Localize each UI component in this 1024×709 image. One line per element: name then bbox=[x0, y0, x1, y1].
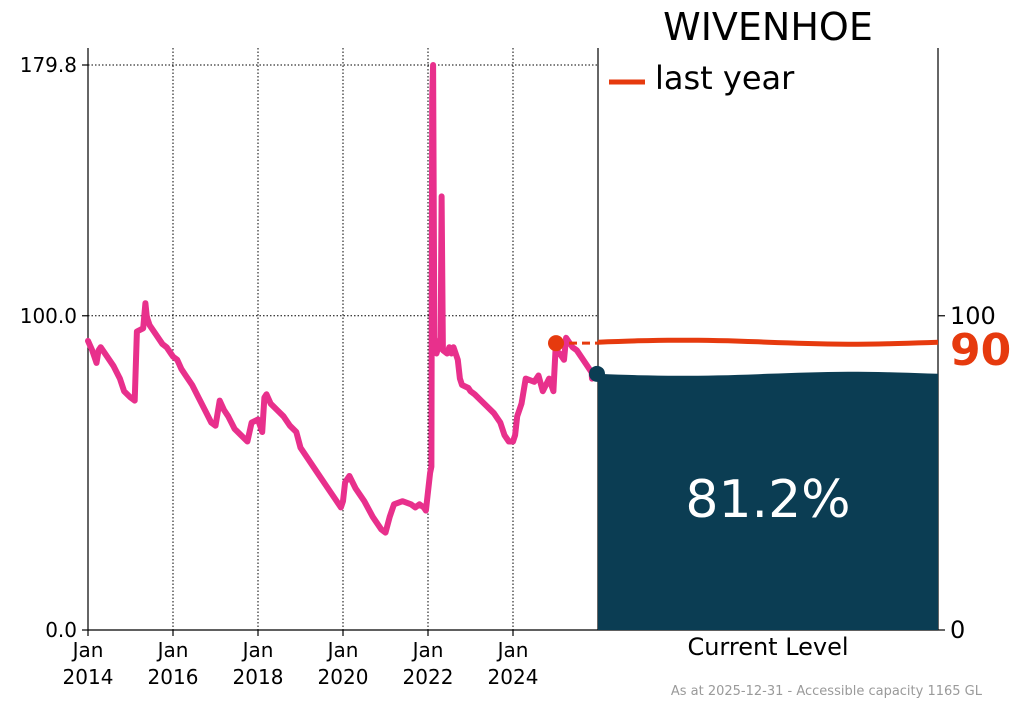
x-tick-label: Jan bbox=[326, 638, 359, 662]
x-tick-label: 2014 bbox=[63, 665, 114, 689]
x-tick-label: 2020 bbox=[318, 665, 369, 689]
last-year-marker bbox=[548, 335, 564, 352]
gridlines bbox=[88, 48, 598, 630]
x-tick-labels: Jan 2014 Jan 2016 Jan 2018 Jan 2020 Jan 2022 Jan 20… bbox=[63, 638, 539, 689]
level-history-line bbox=[85, 62, 595, 536]
right-tick-label: 0 bbox=[950, 616, 965, 644]
current-level-label: Current Level bbox=[687, 633, 848, 661]
series-group bbox=[85, 62, 605, 536]
x-tick-label: Jan bbox=[496, 638, 529, 662]
chart-title: WIVENHOE bbox=[663, 5, 873, 49]
current-level-percent: 81.2% bbox=[685, 470, 850, 530]
footnote: As at 2025-12-31 - Accessible capacity 1… bbox=[671, 684, 983, 699]
current-level-panel bbox=[597, 337, 939, 630]
water-level-fill bbox=[598, 371, 938, 630]
last-year-value-label: 90 bbox=[950, 325, 1011, 376]
right-tick-label: 100 bbox=[950, 302, 996, 330]
last-year-level-line bbox=[597, 337, 939, 347]
x-tick-label: Jan bbox=[241, 638, 274, 662]
x-tick-label: 2016 bbox=[148, 665, 199, 689]
x-tick-label: 2018 bbox=[233, 665, 284, 689]
x-tick-label: 2022 bbox=[403, 665, 454, 689]
y-tick-label: 179.8 bbox=[20, 53, 77, 77]
y-tick-label: 100.0 bbox=[20, 304, 77, 328]
y-tick-labels: 0.0 100.0 179.8 0 100 bbox=[20, 53, 996, 644]
legend: last year bbox=[609, 59, 795, 97]
x-tick-label: Jan bbox=[411, 638, 444, 662]
x-tick-label: Jan bbox=[71, 638, 104, 662]
legend-label-last-year: last year bbox=[655, 59, 795, 97]
x-tick-label: Jan bbox=[156, 638, 189, 662]
y-tick-label: 0.0 bbox=[45, 618, 77, 642]
x-tick-label: 2024 bbox=[488, 665, 539, 689]
